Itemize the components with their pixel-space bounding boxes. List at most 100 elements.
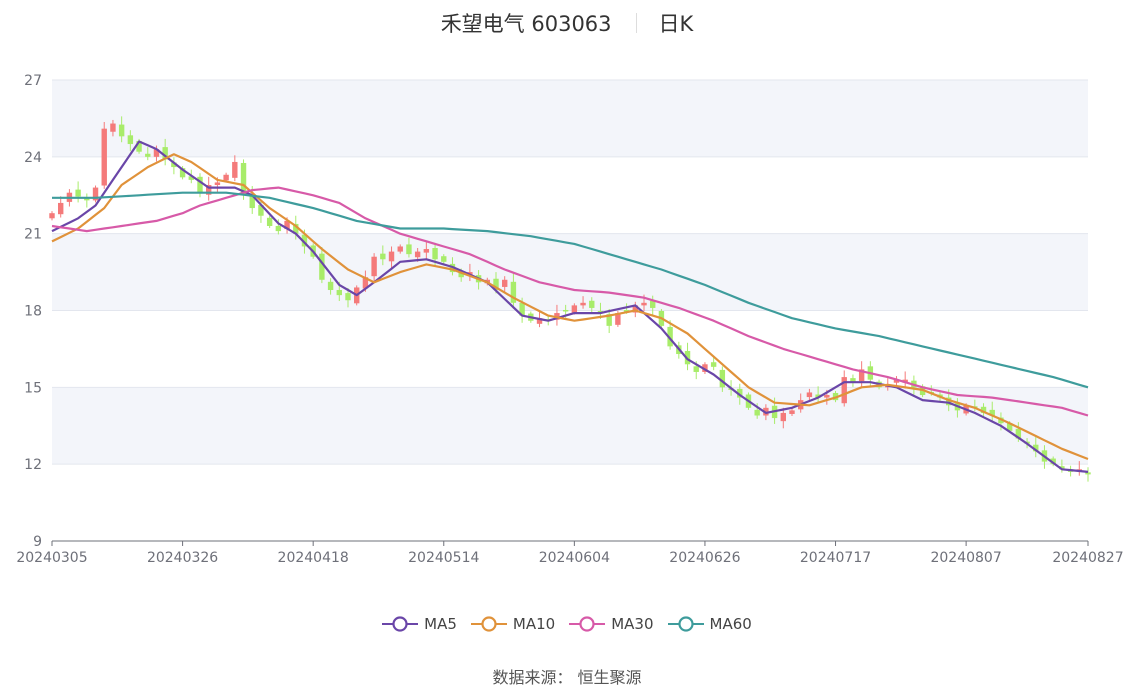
candle-body	[562, 309, 569, 312]
candle-body	[693, 366, 699, 372]
candle-body	[249, 194, 255, 209]
x-tick-label: 20240604	[539, 550, 610, 566]
candle-body	[850, 378, 856, 383]
x-tick-label: 20240807	[930, 550, 1001, 566]
candle-body	[589, 300, 595, 308]
candle-body	[650, 300, 656, 308]
candle-body	[737, 388, 743, 398]
legend-swatch-marker	[481, 616, 497, 632]
candle-body	[1006, 423, 1013, 431]
candle-body	[110, 123, 116, 132]
legend-item-ma30[interactable]: MA30	[569, 615, 654, 633]
legend-item-ma60[interactable]: MA60	[667, 615, 752, 633]
x-tick-label: 20240626	[669, 550, 740, 566]
candle-body	[841, 377, 847, 404]
legend-item-ma5[interactable]: MA5	[382, 615, 457, 633]
candle-body	[136, 140, 142, 152]
y-tick-label: 9	[33, 534, 42, 550]
candle-body	[754, 409, 760, 416]
grid-band	[52, 80, 1088, 157]
candle-body	[432, 248, 438, 260]
candle-body	[789, 410, 795, 414]
legend-swatch-marker	[579, 616, 595, 632]
candle-body	[615, 313, 621, 325]
candle-body	[380, 253, 386, 260]
candle-body	[441, 256, 447, 262]
x-tick-label: 20240418	[278, 550, 349, 566]
ma-lines	[51, 140, 1089, 473]
candle-body	[980, 406, 987, 413]
y-tick-label: 15	[24, 380, 42, 396]
candle-body	[1059, 466, 1065, 470]
candle-body	[510, 281, 517, 303]
x-tick-label: 20240326	[147, 550, 218, 566]
candle-body	[641, 302, 647, 306]
candle-body	[197, 176, 203, 193]
candle-body	[371, 256, 377, 277]
candle-body	[406, 244, 412, 255]
x-tick-label: 20240514	[408, 550, 479, 566]
x-tick-label: 20240717	[800, 550, 871, 566]
grid-band	[52, 233, 1088, 311]
chart-legend: MA5 MA10 MA30 MA60	[0, 611, 1134, 637]
candle-body	[258, 204, 264, 216]
legend-label: MA10	[512, 615, 556, 633]
y-axis: 9 12 15 18 21 24 27	[24, 73, 42, 550]
candle-body	[171, 162, 177, 168]
candle-body	[75, 189, 81, 197]
x-tick-label: 20240827	[1052, 550, 1123, 566]
chart-title: 禾望电气 603063	[440, 12, 612, 36]
ma30-line	[51, 186, 1089, 417]
ma10-line	[51, 153, 1089, 461]
candle-body	[667, 326, 673, 347]
candle-body	[1015, 428, 1022, 439]
y-tick-label: 18	[24, 304, 42, 320]
legend-label: MA60	[709, 615, 752, 633]
candle-body	[519, 302, 525, 316]
candle-body	[58, 202, 64, 215]
y-tick-label: 24	[24, 150, 42, 166]
candle-body	[301, 234, 308, 247]
candle-body	[223, 174, 229, 181]
candle-body	[414, 251, 421, 258]
candle-body	[1085, 472, 1091, 475]
ma5-line	[51, 140, 1089, 473]
candle-body	[84, 198, 90, 201]
candle-body	[397, 246, 403, 252]
legend-item-ma10[interactable]: MA10	[470, 615, 556, 633]
grid-band	[52, 387, 1088, 465]
candle-body	[824, 395, 830, 398]
candle-body	[284, 220, 290, 230]
x-tick-label: 20240305	[16, 550, 87, 566]
candle-body	[336, 290, 342, 296]
candle-body	[275, 225, 282, 232]
candle-body	[127, 135, 134, 145]
candle-body	[606, 314, 612, 326]
background-bands	[52, 80, 1088, 465]
legend-swatch-marker	[677, 616, 694, 632]
grid-lines	[52, 79, 1088, 465]
candle-body	[893, 379, 900, 383]
y-tick-label: 21	[24, 227, 42, 243]
candle-body	[179, 168, 186, 178]
candle-body	[162, 147, 168, 160]
legend-label: MA5	[424, 615, 457, 633]
candle-body	[632, 305, 638, 313]
candle-body	[719, 369, 726, 388]
candle-body	[240, 162, 247, 196]
candle-body	[536, 318, 543, 324]
candle-body	[423, 249, 430, 253]
legend-swatch-marker	[392, 616, 408, 632]
candle-body	[153, 149, 160, 157]
legend-swatch-icon	[569, 616, 606, 632]
y-tick-label: 12	[24, 457, 42, 473]
y-tick-label: 27	[24, 73, 42, 89]
title-divider	[635, 13, 637, 33]
candle-body	[345, 293, 351, 301]
candle-body	[815, 394, 821, 398]
candle-body	[101, 128, 107, 186]
chart-title-row: 禾望电气 603063 日K	[0, 6, 1134, 40]
candle-body	[458, 272, 464, 278]
ma60-line	[52, 191, 1089, 389]
